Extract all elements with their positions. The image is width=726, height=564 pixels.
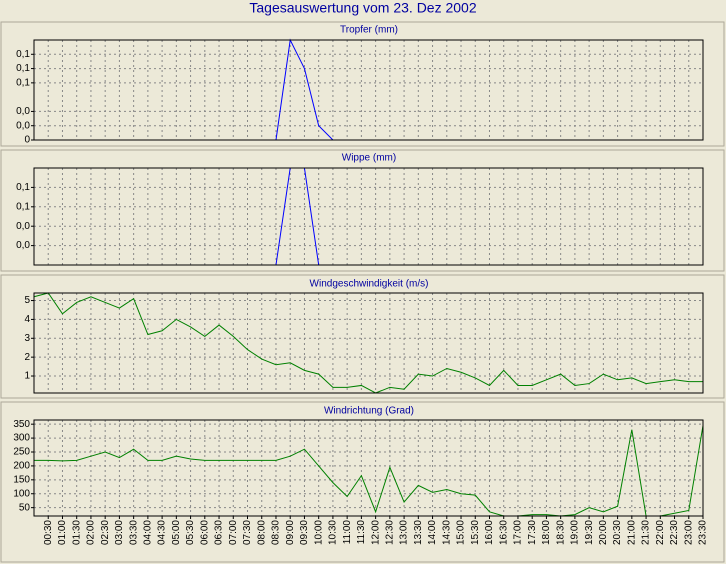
data-line — [34, 167, 703, 266]
y-tick-label: 4 — [24, 314, 30, 325]
y-tick-label: 100 — [13, 488, 30, 499]
x-tick-label: 17:00 — [513, 520, 524, 545]
x-tick-label: 02:00 — [86, 520, 97, 545]
x-tick-label: 03:30 — [128, 520, 139, 545]
x-tick-label: 15:30 — [470, 520, 481, 545]
x-tick-label: 14:30 — [441, 520, 452, 545]
y-tick-label: 0,1 — [16, 201, 30, 212]
plot-frame — [33, 419, 704, 517]
x-tick-label: 12:30 — [384, 520, 395, 545]
y-tick-label: 300 — [13, 433, 30, 444]
page-title: Tagesauswertung vom 23. Dez 2002 — [249, 0, 476, 16]
x-tick-label: 10:30 — [328, 520, 339, 545]
x-tick-label: 19:30 — [584, 520, 595, 545]
x-tick-label: 02:30 — [100, 520, 111, 545]
panel — [0, 401, 725, 563]
y-tick-label: 250 — [13, 447, 30, 458]
data-line — [34, 425, 704, 517]
y-tick-label: 0,0 — [16, 120, 30, 131]
data-line — [34, 38, 703, 141]
chart-title: Windgeschwindigkeit (m/s) — [310, 279, 429, 290]
y-tick-label: 0,1 — [16, 77, 30, 88]
x-tick-label: 03:00 — [114, 520, 125, 545]
x-tick-label: 06:30 — [214, 520, 225, 545]
y-tick-label: 0 — [24, 135, 30, 146]
x-tick-label: 18:00 — [541, 520, 552, 545]
x-tick-label: 05:00 — [171, 520, 182, 545]
x-tick-label: 00:30 — [43, 520, 54, 545]
x-tick-label: 23:00 — [683, 520, 694, 545]
panel — [0, 21, 725, 147]
x-tick-label: 07:00 — [228, 520, 239, 545]
x-tick-label: 04:30 — [157, 520, 168, 545]
x-tick-label: 22:30 — [669, 520, 680, 545]
x-tick-label: 06:00 — [199, 520, 210, 545]
y-tick-label: 0,1 — [16, 49, 30, 60]
x-tick-label: 05:30 — [185, 520, 196, 545]
chart-title: Tropfer (mm) — [340, 25, 398, 36]
panel — [0, 274, 725, 399]
x-tick-label: 09:30 — [299, 520, 310, 545]
y-tick-label: 5 — [24, 295, 30, 306]
x-tick-label: 11:30 — [356, 520, 367, 545]
x-tick-label: 01:00 — [57, 520, 68, 545]
y-tick-label: 0,1 — [16, 63, 30, 74]
x-tick-label: 22:00 — [655, 520, 666, 545]
y-tick-label: 0,0 — [16, 106, 30, 117]
plot-frame — [33, 167, 704, 266]
x-tick-label: 16:30 — [498, 520, 509, 545]
y-tick-label: 150 — [13, 474, 30, 485]
x-tick-label: 16:00 — [484, 520, 495, 545]
data-line — [33, 292, 703, 394]
y-tick-label: 200 — [13, 461, 30, 472]
x-tick-label: 01:30 — [71, 520, 82, 545]
x-tick-label: 09:00 — [285, 520, 296, 545]
x-tick-label: 14:00 — [427, 520, 438, 545]
y-tick-label: 0,1 — [16, 182, 30, 193]
chart-title: Windrichtung (Grad) — [324, 406, 414, 417]
y-tick-label: 350 — [13, 419, 30, 430]
x-tick-label: 04:00 — [143, 520, 154, 545]
x-tick-label: 13:00 — [399, 520, 410, 545]
chart-title: Wippe (mm) — [342, 153, 396, 164]
y-tick-label: 1 — [24, 371, 30, 382]
x-tick-label: 17:30 — [527, 520, 538, 545]
panel — [0, 149, 725, 272]
x-tick-label: 07:30 — [242, 520, 253, 545]
y-tick-label: 50 — [19, 502, 31, 513]
y-tick-label: 2 — [24, 352, 30, 363]
x-tick-label: 10:00 — [313, 520, 324, 545]
y-tick-label: 3 — [24, 333, 30, 344]
x-tick-label: 12:00 — [370, 520, 381, 545]
y-tick-label: 0,0 — [16, 221, 30, 232]
y-tick-label: 0,0 — [16, 240, 30, 251]
x-tick-label: 13:30 — [413, 520, 424, 545]
x-tick-label: 18:30 — [555, 520, 566, 545]
x-tick-label: 08:00 — [256, 520, 267, 545]
x-tick-label: 20:30 — [612, 520, 623, 545]
x-tick-label: 20:00 — [598, 520, 609, 545]
plot-frame — [33, 292, 704, 394]
x-tick-label: 23:30 — [698, 520, 709, 545]
x-tick-label: 08:30 — [271, 520, 282, 545]
x-tick-label: 21:00 — [626, 520, 637, 545]
x-tick-label: 21:30 — [641, 520, 652, 545]
plot-frame — [33, 39, 704, 141]
x-tick-label: 19:00 — [570, 520, 581, 545]
x-tick-label: 11:00 — [342, 520, 353, 545]
x-tick-label: 15:00 — [456, 520, 467, 545]
